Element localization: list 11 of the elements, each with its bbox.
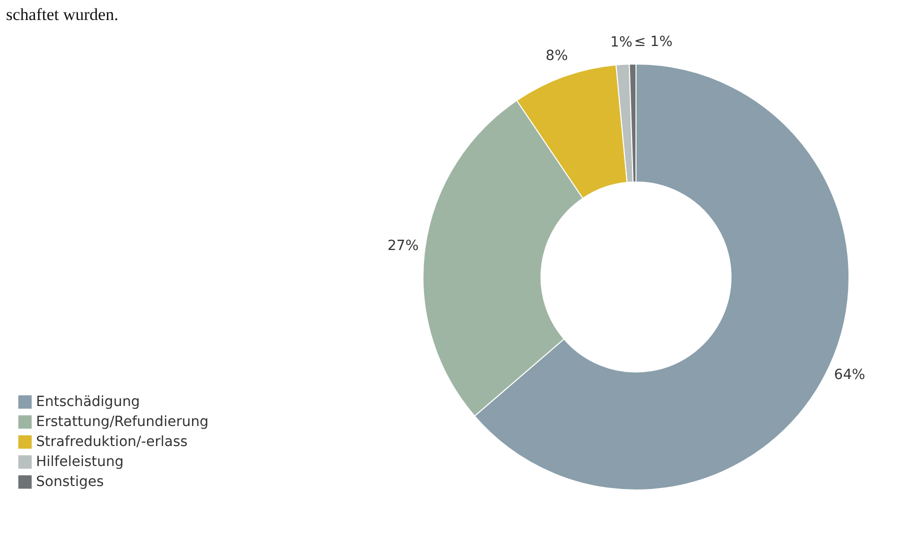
legend-label: Entschädigung	[36, 394, 140, 410]
legend-label: Hilfeleistung	[36, 454, 124, 470]
legend-label: Sonstiges	[36, 474, 104, 490]
data-label: ≤ 1%	[634, 34, 673, 50]
legend-label: Strafreduktion/-erlass	[36, 434, 188, 450]
data-label: 64%	[834, 366, 866, 383]
data-label: 8%	[546, 48, 568, 64]
data-label: 1%	[610, 34, 632, 50]
data-label: 27%	[388, 238, 419, 254]
legend-label: Erstattung/Refundierung	[36, 414, 208, 430]
text: schaftet wurden.	[6, 5, 118, 24]
